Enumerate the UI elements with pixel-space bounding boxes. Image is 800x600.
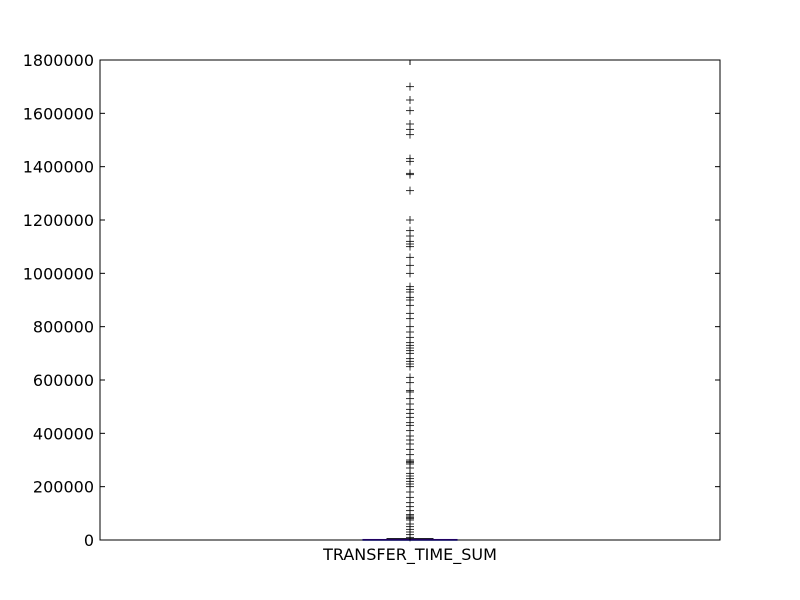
y-tick-label: 800000: [33, 318, 94, 337]
y-tick-label: 400000: [33, 424, 94, 443]
y-tick-label: 1000000: [23, 264, 94, 283]
y-tick-label: 0: [84, 531, 94, 550]
y-tick-label: 1800000: [23, 51, 94, 70]
y-tick-label: 200000: [33, 478, 94, 497]
x-tick-label: TRANSFER_TIME_SUM: [322, 545, 497, 565]
y-tick-label: 1600000: [23, 104, 94, 123]
y-tick-label: 1200000: [23, 211, 94, 230]
y-tick-label: 600000: [33, 371, 94, 390]
y-tick-label: 1400000: [23, 158, 94, 177]
